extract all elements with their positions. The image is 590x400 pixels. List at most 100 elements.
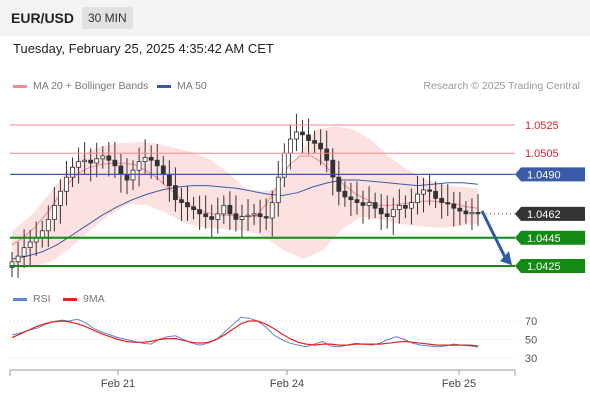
candle-body [384,213,390,218]
rsi-swatch [13,297,27,301]
candle-body [330,159,336,178]
candle-body [421,189,426,195]
candle-body [293,131,299,140]
candle-body [15,255,21,263]
current-price-label: 1.0462 [527,209,561,221]
candle-body [245,214,251,217]
candle-body [136,161,142,171]
candle-body [312,140,318,144]
pivot-label: 1.0490 [527,169,561,181]
ma9-legend-label: 9MA [83,293,105,305]
ma9-swatch [63,297,77,301]
candle-body [318,142,324,150]
candle-body [94,158,100,164]
candle-body [251,213,257,216]
candle-body [166,173,172,187]
candle-body [227,204,233,215]
candle-body [172,185,178,201]
candle-body [433,190,439,199]
candle-body [112,159,118,167]
ma20-legend-label: MA 20 + Bollinger Bands [33,80,149,92]
candle-body [154,159,160,167]
ma50-line [11,179,479,260]
rsi-tick-label: 30 [525,353,537,365]
candle-body [348,196,354,201]
rsi-line [11,316,479,348]
candle-body [160,165,166,175]
candle-body [451,203,457,209]
candle-body [300,131,305,136]
forecast-arrow-head [500,251,512,266]
rsi-tick-label: 70 [525,316,537,328]
candle-body [239,216,245,220]
candle-body [342,190,348,198]
rsi-legend-label: RSI [33,293,51,305]
x-axis-tick-label: Feb 25 [442,378,476,390]
candle-body [76,161,81,168]
timeframe-button[interactable]: 30 MIN [82,7,133,29]
datetime-label: Tuesday, February 25, 2025 4:35:42 AM CE… [13,41,274,56]
candle-body [306,134,311,141]
candle-body [390,209,396,218]
forecast-arrow-shaft [480,210,507,258]
candle-body [427,189,433,192]
pivot-tag [515,167,585,182]
candle-body [457,207,463,212]
candle-body [445,202,451,205]
candle-body [39,230,45,239]
candle-body [287,138,293,154]
ma20-line [11,155,479,246]
candle-body [197,209,203,215]
candle-body [336,176,342,192]
candle-body [179,199,184,203]
candle-body [275,176,281,203]
candle-body [463,210,469,215]
candle-body [191,206,197,211]
ma50-swatch [157,84,171,88]
candle-body [366,202,372,206]
candle-body [402,204,408,209]
candle-body [415,193,420,204]
ma20-swatch [13,84,27,88]
candle-body [215,213,221,220]
candle-body [148,156,154,161]
candle-body [378,207,384,215]
candle-body [408,202,414,209]
legend-rsi: RSI [13,293,51,305]
support-label: 1.0445 [527,233,561,245]
support-tag [515,230,585,245]
candle-body [221,204,227,215]
candle-body [439,197,445,203]
candle-body [203,213,209,218]
candle-body [118,165,124,175]
rsi-tick-label: 50 [525,335,537,347]
candle-body [324,148,330,161]
candle-body [45,219,51,232]
current-price-tag [515,206,585,221]
resistance-label: 1.0505 [525,148,559,160]
candle-body [52,204,57,220]
legend-ma20: MA 20 + Bollinger Bands [13,80,148,92]
candle-body [281,152,287,178]
candle-body [372,202,378,209]
candle-body [360,202,366,206]
candle-body [209,216,215,220]
credit-label: Research © 2025 Trading Central [423,80,580,92]
support-label: 1.0425 [527,261,561,273]
candle-body [396,204,402,210]
support-tag [515,259,585,273]
resistance-label: 1.0525 [525,120,559,132]
candle-body [9,261,15,268]
candle-body [142,156,148,162]
legend-9ma: 9MA [63,293,105,305]
bollinger-band-area [12,126,478,268]
candle-body [354,199,360,203]
candle-body [469,211,475,215]
candle-body [185,202,190,208]
rsi-ma-line [11,320,479,347]
symbol-title: EUR/USD [11,10,75,26]
candle-body [82,159,87,162]
candle-body [130,169,136,181]
candle-body [257,213,263,218]
